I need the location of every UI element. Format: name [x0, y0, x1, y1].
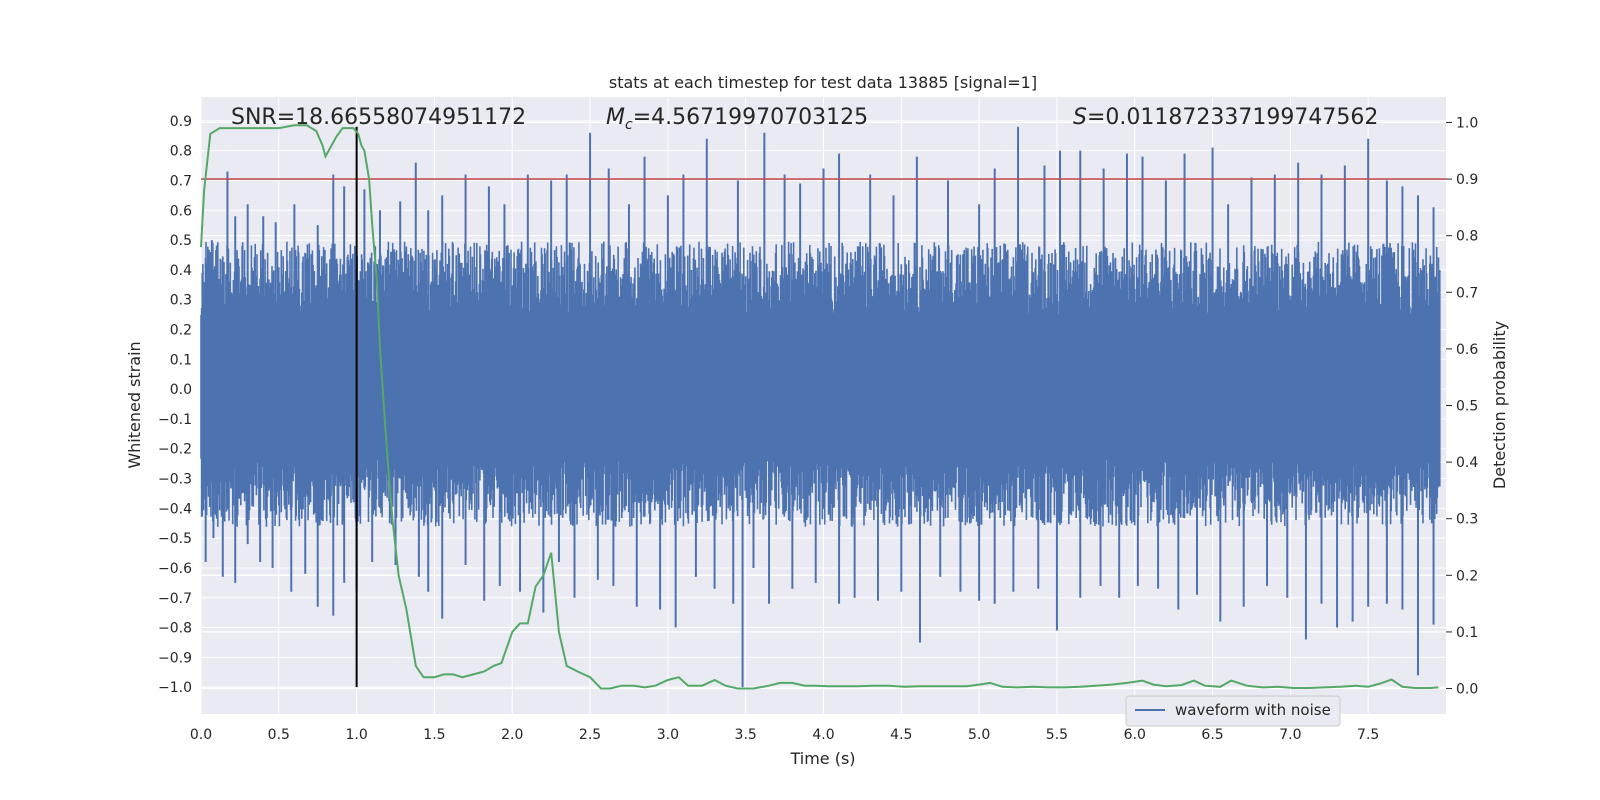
y-right-tick-label: 0.1 — [1456, 625, 1478, 641]
y-left-tick-label: −0.4 — [158, 501, 192, 517]
legend-label: waveform with noise — [1175, 701, 1331, 719]
y-right-tick-label: 0.9 — [1456, 172, 1478, 188]
legend-box — [1125, 695, 1341, 727]
legend: waveform with noise — [1125, 695, 1341, 727]
s-symbol: S — [1073, 105, 1087, 130]
chart-title: stats at each timestep for test data 138… — [609, 73, 1037, 92]
x-tick-label: 6.5 — [1201, 727, 1223, 743]
y-right-tick-label: 0.6 — [1456, 342, 1478, 358]
x-tick-label: 3.5 — [735, 727, 757, 743]
y-left-tick-label: −0.6 — [158, 561, 192, 577]
x-tick-label: 1.5 — [423, 727, 445, 743]
x-tick-label: 4.5 — [890, 727, 912, 743]
y-left-tick-label: 0.5 — [170, 233, 192, 249]
y-right-tick-label: 0.3 — [1456, 512, 1478, 528]
y-left-axis-ticks: 0.9 0.8 0.7 0.6 0.5 0.4 0.3 0.2 0.1 0.0 −0.1 −0.2 −0… — [158, 114, 192, 696]
y-left-tick-label: −0.2 — [158, 442, 192, 458]
x-tick-label: 5.5 — [1046, 727, 1068, 743]
x-axis-ticks: 0.0 0.5 1.0 1.5 2.0 2.5 3.0 3.5 4.0 4.5 5.0 5.5 6.0 6… — [190, 727, 1379, 743]
y-left-tick-label: 0.6 — [170, 203, 192, 219]
x-tick-label: 4.0 — [812, 727, 834, 743]
y-left-tick-label: 0.4 — [170, 263, 192, 279]
y-right-tick-label: 0.2 — [1456, 568, 1478, 584]
x-tick-label: 2.0 — [501, 727, 523, 743]
y-right-axis-ticks: 1.0 0.9 0.8 0.7 0.6 0.5 0.4 0.3 0.2 0.1 0.0 — [1446, 115, 1478, 698]
s-value: =0.011872337199747562 — [1087, 105, 1378, 130]
y-right-tick-label: 0.0 — [1456, 682, 1478, 698]
y-left-tick-label: 0.3 — [170, 293, 192, 309]
y-right-tick-label: 0.4 — [1456, 455, 1478, 471]
y-left-axis-label: Whitened strain — [125, 341, 144, 468]
chirp-mass-subscript: c — [625, 117, 633, 133]
s-annotation: S=0.011872337199747562 — [1073, 105, 1378, 130]
strain-noise-band — [200, 241, 1441, 527]
y-left-tick-label: 0.2 — [170, 322, 192, 338]
y-left-tick-label: 0.8 — [170, 144, 192, 160]
y-right-tick-label: 0.8 — [1456, 229, 1478, 245]
y-left-tick-label: −0.7 — [158, 591, 192, 607]
x-tick-label: 5.0 — [968, 727, 990, 743]
x-tick-label: 7.5 — [1357, 727, 1379, 743]
snr-annotation: SNR=18.66558074951172 — [231, 105, 526, 130]
chirp-mass-annotation: Mc=4.56719970703125 — [606, 105, 868, 133]
x-tick-label: 0.5 — [268, 727, 290, 743]
x-tick-label: 1.0 — [345, 727, 367, 743]
y-right-tick-label: 1.0 — [1456, 115, 1478, 131]
x-axis-label: Time (s) — [789, 749, 855, 768]
y-left-tick-label: −0.5 — [158, 531, 192, 547]
chirp-mass-value: =4.56719970703125 — [633, 105, 868, 130]
y-left-tick-label: −0.9 — [158, 650, 192, 666]
y-left-tick-label: 0.0 — [170, 382, 192, 398]
x-tick-label: 2.5 — [579, 727, 601, 743]
y-left-tick-label: −1.0 — [158, 680, 192, 696]
y-left-tick-label: −0.1 — [158, 412, 192, 428]
y-right-axis-label: Detection probability — [1490, 321, 1509, 489]
y-left-tick-label: −0.3 — [158, 472, 192, 488]
y-right-tick-label: 0.5 — [1456, 399, 1478, 415]
y-left-tick-label: −0.8 — [158, 621, 192, 637]
strain-series — [200, 126, 1441, 688]
x-tick-label: 0.0 — [190, 727, 212, 743]
x-tick-label: 6.0 — [1124, 727, 1146, 743]
x-tick-label: 3.0 — [657, 727, 679, 743]
y-left-tick-label: 0.9 — [170, 114, 192, 130]
chirp-mass-symbol: M — [606, 105, 625, 130]
probability-line — [200, 124, 1439, 690]
y-left-tick-label: 0.7 — [170, 173, 192, 189]
probability-series — [200, 124, 1446, 690]
x-tick-label: 7.0 — [1279, 727, 1301, 743]
y-left-tick-label: 0.1 — [170, 352, 192, 368]
y-right-tick-label: 0.7 — [1456, 285, 1478, 301]
